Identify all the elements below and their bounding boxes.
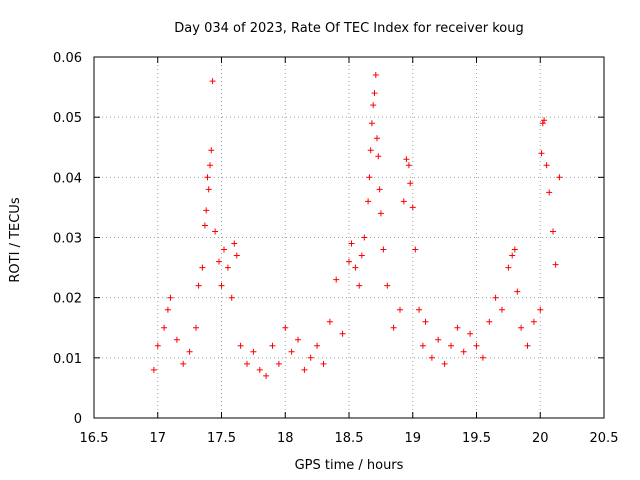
y-tick-label: 0 [74, 412, 82, 427]
x-axis-label: GPS time / hours [295, 458, 404, 473]
y-tick-label: 0.01 [53, 352, 82, 367]
x-tick-label: 18.5 [335, 431, 364, 446]
plot-frame [93, 56, 605, 419]
y-tick-labels: 0 0.01 0.02 0.03 0.04 0.05 0.06 [53, 51, 82, 427]
x-tick-label: 16.5 [80, 431, 109, 446]
y-tick-label: 0.03 [53, 232, 82, 247]
x-tick-label: 17.5 [207, 431, 236, 446]
x-tick-label: 20.5 [590, 431, 619, 446]
x-tick-label: 20 [532, 431, 549, 446]
y-tick-label: 0.02 [53, 292, 82, 307]
y-tick-label: 0.05 [53, 111, 82, 126]
x-tick-label: 17 [149, 431, 166, 446]
x-tick-label: 18 [277, 431, 294, 446]
x-tick-labels: 16.5 17 17.5 18 18.5 19 19.5 20 20.5 [80, 431, 619, 446]
x-tick-label: 19.5 [462, 431, 491, 446]
grid-lines [94, 57, 604, 418]
series-roti-markers [150, 72, 563, 379]
x-tick-label: 19 [404, 431, 421, 446]
data-points [150, 72, 563, 379]
chart-title: Day 034 of 2023, Rate Of TEC Index for r… [174, 21, 523, 36]
y-tick-label: 0.06 [53, 51, 82, 66]
y-axis-label: ROTI / TECUs [8, 197, 23, 282]
y-tick-label: 0.04 [53, 171, 82, 186]
